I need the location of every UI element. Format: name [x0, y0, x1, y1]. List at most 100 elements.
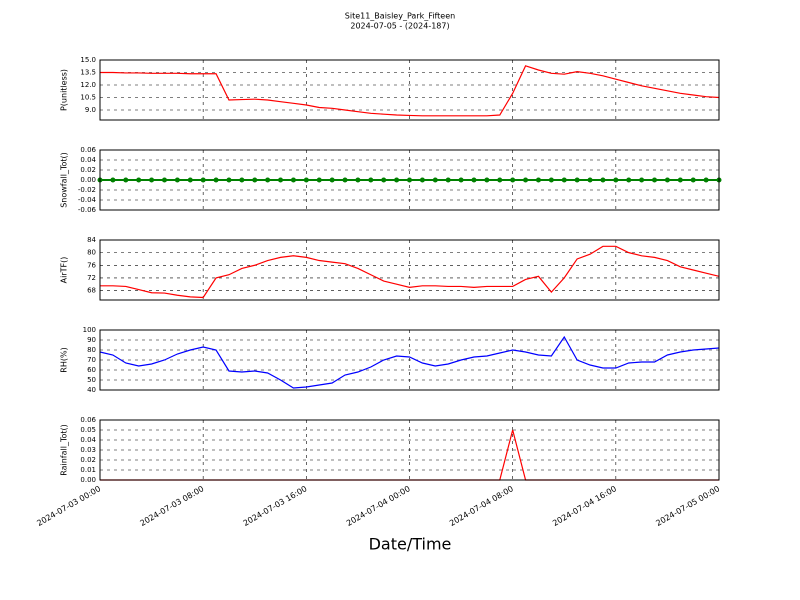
axes-frame: [99, 329, 720, 391]
data-point: [535, 177, 541, 183]
data-point: [110, 177, 116, 183]
data-point: [574, 177, 580, 183]
data-point: [239, 177, 245, 183]
data-point: [265, 177, 271, 183]
x-tick-label: 2024-07-03 16:00: [242, 484, 309, 528]
data-point: [174, 177, 180, 183]
axes-frame: [99, 149, 720, 211]
y-axis-label: P(unitless): [60, 69, 69, 111]
data-point: [252, 177, 258, 183]
data-point: [329, 177, 335, 183]
y-tick-label: 76: [87, 261, 96, 269]
y-axis-label: Rainfall_Tot(): [60, 424, 69, 476]
data-point: [316, 177, 322, 183]
title: Site11_Baisley_Park_Fifteen: [345, 12, 455, 21]
data-point: [626, 177, 632, 183]
y-tick-label: 68: [87, 287, 96, 295]
x-tick-label: 2024-07-04 08:00: [448, 484, 515, 528]
y-tick-label: 0.00: [80, 476, 96, 484]
x-tick-label: 2024-07-04 00:00: [345, 484, 412, 528]
data-point: [213, 177, 219, 183]
axes-frame: [99, 239, 720, 301]
data-point: [510, 177, 516, 183]
y-axis-label: Snowfall_Tot(): [60, 152, 69, 208]
data-point: [652, 177, 658, 183]
data-point: [690, 177, 696, 183]
data-point: [290, 177, 296, 183]
y-tick-label: -0.06: [78, 206, 97, 214]
data-point: [419, 177, 425, 183]
data-point: [187, 177, 193, 183]
y-axis-label: RH(%): [60, 347, 69, 372]
y-tick-label: 0.03: [80, 446, 96, 454]
data-point: [355, 177, 361, 183]
data-point: [432, 177, 438, 183]
data-point: [161, 177, 167, 183]
data-point: [303, 177, 309, 183]
data-point: [136, 177, 142, 183]
data-point: [394, 177, 400, 183]
data-point: [497, 177, 503, 183]
data-point: [471, 177, 477, 183]
y-tick-label: 0.02: [80, 166, 96, 174]
data-point: [523, 177, 529, 183]
data-point: [613, 177, 619, 183]
data-point: [639, 177, 645, 183]
y-tick-label: 9.0: [85, 106, 96, 114]
x-axis-label: Date/Time: [369, 535, 452, 554]
data-point: [368, 177, 374, 183]
y-tick-label: 100: [83, 326, 96, 334]
data-point: [149, 177, 155, 183]
axes-frame: [99, 419, 720, 481]
y-tick-label: 80: [87, 249, 96, 257]
data-point: [561, 177, 567, 183]
y-tick-label: 13.5: [80, 69, 96, 77]
y-tick-label: 0.01: [80, 466, 96, 474]
y-tick-label: 60: [87, 366, 96, 374]
y-tick-label: 40: [87, 386, 96, 394]
y-tick-label: 0.04: [80, 436, 96, 444]
y-tick-label: 72: [87, 274, 96, 282]
data-point: [445, 177, 451, 183]
data-point: [600, 177, 606, 183]
x-tick-label: 2024-07-05 00:00: [654, 484, 721, 528]
x-tick-label: 2024-07-04 16:00: [551, 484, 618, 528]
data-point: [342, 177, 348, 183]
y-tick-label: -0.02: [78, 186, 96, 194]
x-tick-label: 2024-07-03 08:00: [138, 484, 205, 528]
data-point: [703, 177, 709, 183]
data-point: [484, 177, 490, 183]
y-tick-label: 12.0: [80, 81, 96, 89]
y-tick-label: 15.0: [80, 56, 96, 64]
data-point: [677, 177, 683, 183]
subtitle: 2024-07-05 - (2024-187): [350, 22, 449, 31]
data-line: [100, 245, 720, 299]
data-point: [226, 177, 232, 183]
data-point: [381, 177, 387, 183]
y-tick-label: 0.05: [80, 426, 96, 434]
data-point: [587, 177, 593, 183]
y-tick-label: 80: [87, 346, 96, 354]
data-line: [99, 335, 720, 389]
y-tick-label: 50: [87, 376, 96, 384]
y-tick-label: 0.00: [80, 176, 96, 184]
y-tick-label: -0.04: [78, 196, 97, 204]
y-tick-label: 0.06: [80, 146, 96, 154]
x-tick-label: 2024-07-03 00:00: [35, 484, 102, 528]
y-axis-label: AirTF(): [60, 257, 69, 284]
data-point: [664, 177, 670, 183]
data-point: [278, 177, 284, 183]
y-tick-label: 10.5: [80, 94, 96, 102]
y-tick-label: 0.04: [80, 156, 96, 164]
data-point: [548, 177, 554, 183]
data-point: [123, 177, 129, 183]
data-line: [100, 65, 720, 117]
y-tick-label: 0.06: [80, 416, 96, 424]
y-tick-label: 90: [87, 336, 96, 344]
data-point: [407, 177, 412, 183]
y-tick-label: 0.02: [80, 456, 96, 464]
data-point: [200, 177, 206, 183]
data-point: [458, 177, 464, 183]
axes-frame: [99, 59, 720, 121]
